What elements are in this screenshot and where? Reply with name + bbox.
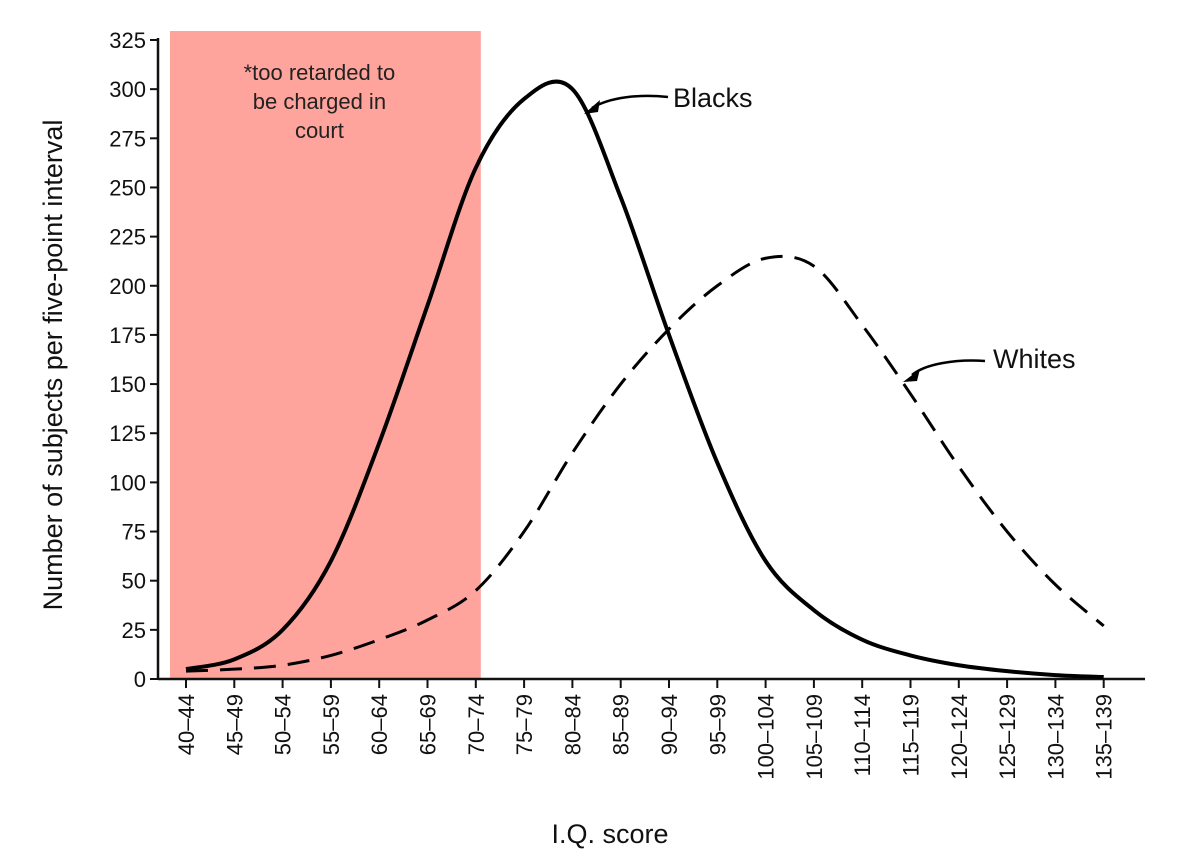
x-tick-label: 60–64 (367, 694, 392, 755)
y-tick-label: 50 (122, 569, 146, 594)
x-tick-label: 110–114 (850, 694, 875, 776)
y-tick-label: 25 (122, 618, 146, 643)
x-tick-label: 55–59 (319, 694, 344, 755)
y-tick-label: 275 (109, 126, 146, 151)
whites-arrowhead (903, 369, 920, 382)
shaded-region-annotation: *too retarded to be charged in court (244, 60, 396, 143)
x-tick-label: 45–49 (222, 694, 247, 755)
y-tick-label: 325 (109, 28, 146, 53)
y-tick-label: 150 (109, 372, 146, 397)
x-tick-label: 125–129 (995, 694, 1020, 780)
x-axis-title: I.Q. score (551, 819, 668, 849)
y-tick-label: 175 (109, 323, 146, 348)
x-tick-label: 95–99 (705, 694, 730, 755)
x-tick-label: 85–89 (609, 694, 634, 755)
x-tick-label: 130–134 (1043, 694, 1068, 780)
y-tick-label: 225 (109, 225, 146, 250)
x-axis-ticks: 40–44 45–49 50–54 55–59 60–64 65–69 70–74 75–79… (174, 679, 1117, 780)
x-tick-label: 80–84 (560, 694, 585, 755)
y-tick-label: 125 (109, 421, 146, 446)
y-tick-label: 300 (109, 77, 146, 102)
x-tick-label: 115–119 (899, 694, 924, 776)
x-tick-label: 120–124 (947, 694, 972, 780)
series-line-blacks (185, 79, 1104, 680)
y-tick-label: 250 (109, 175, 146, 200)
y-tick-label: 100 (109, 470, 146, 495)
series-label-whites: Whites (993, 344, 1076, 374)
annotation-line: be charged in (253, 89, 386, 114)
blacks-arrowhead (584, 100, 600, 114)
y-axis-title: Number of subjects per five-point interv… (38, 120, 68, 611)
x-tick-label: 75–79 (512, 694, 537, 755)
x-tick-label: 90–94 (657, 694, 682, 755)
x-tick-label: 50–54 (271, 694, 296, 755)
y-tick-label: 0 (134, 667, 146, 692)
annotation-line: *too retarded to (244, 60, 396, 85)
x-tick-label: 40–44 (174, 694, 199, 755)
x-tick-label: 100–104 (754, 694, 779, 780)
series-label-blacks: Blacks (673, 83, 753, 113)
x-tick-label: 105–109 (802, 694, 827, 780)
x-tick-label: 70–74 (464, 694, 489, 755)
y-tick-label: 75 (122, 520, 146, 545)
whites-label-arrow (911, 359, 986, 376)
x-tick-label: 65–69 (416, 694, 441, 755)
annotation-line: court (295, 118, 344, 143)
x-tick-label: 135–139 (1092, 694, 1117, 780)
y-axis-ticks: 0 25 50 75 100 125 150 175 200 225 250 275 300 325 (109, 28, 158, 692)
y-tick-label: 200 (109, 274, 146, 299)
blacks-label-arrow (591, 94, 669, 110)
